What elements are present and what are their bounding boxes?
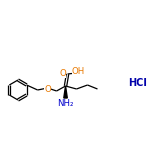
Text: OH: OH	[72, 67, 85, 76]
Polygon shape	[64, 86, 67, 98]
Text: HCl: HCl	[128, 78, 147, 88]
Text: O: O	[44, 85, 51, 93]
Text: NH₂: NH₂	[57, 100, 74, 109]
Text: O: O	[59, 69, 66, 78]
